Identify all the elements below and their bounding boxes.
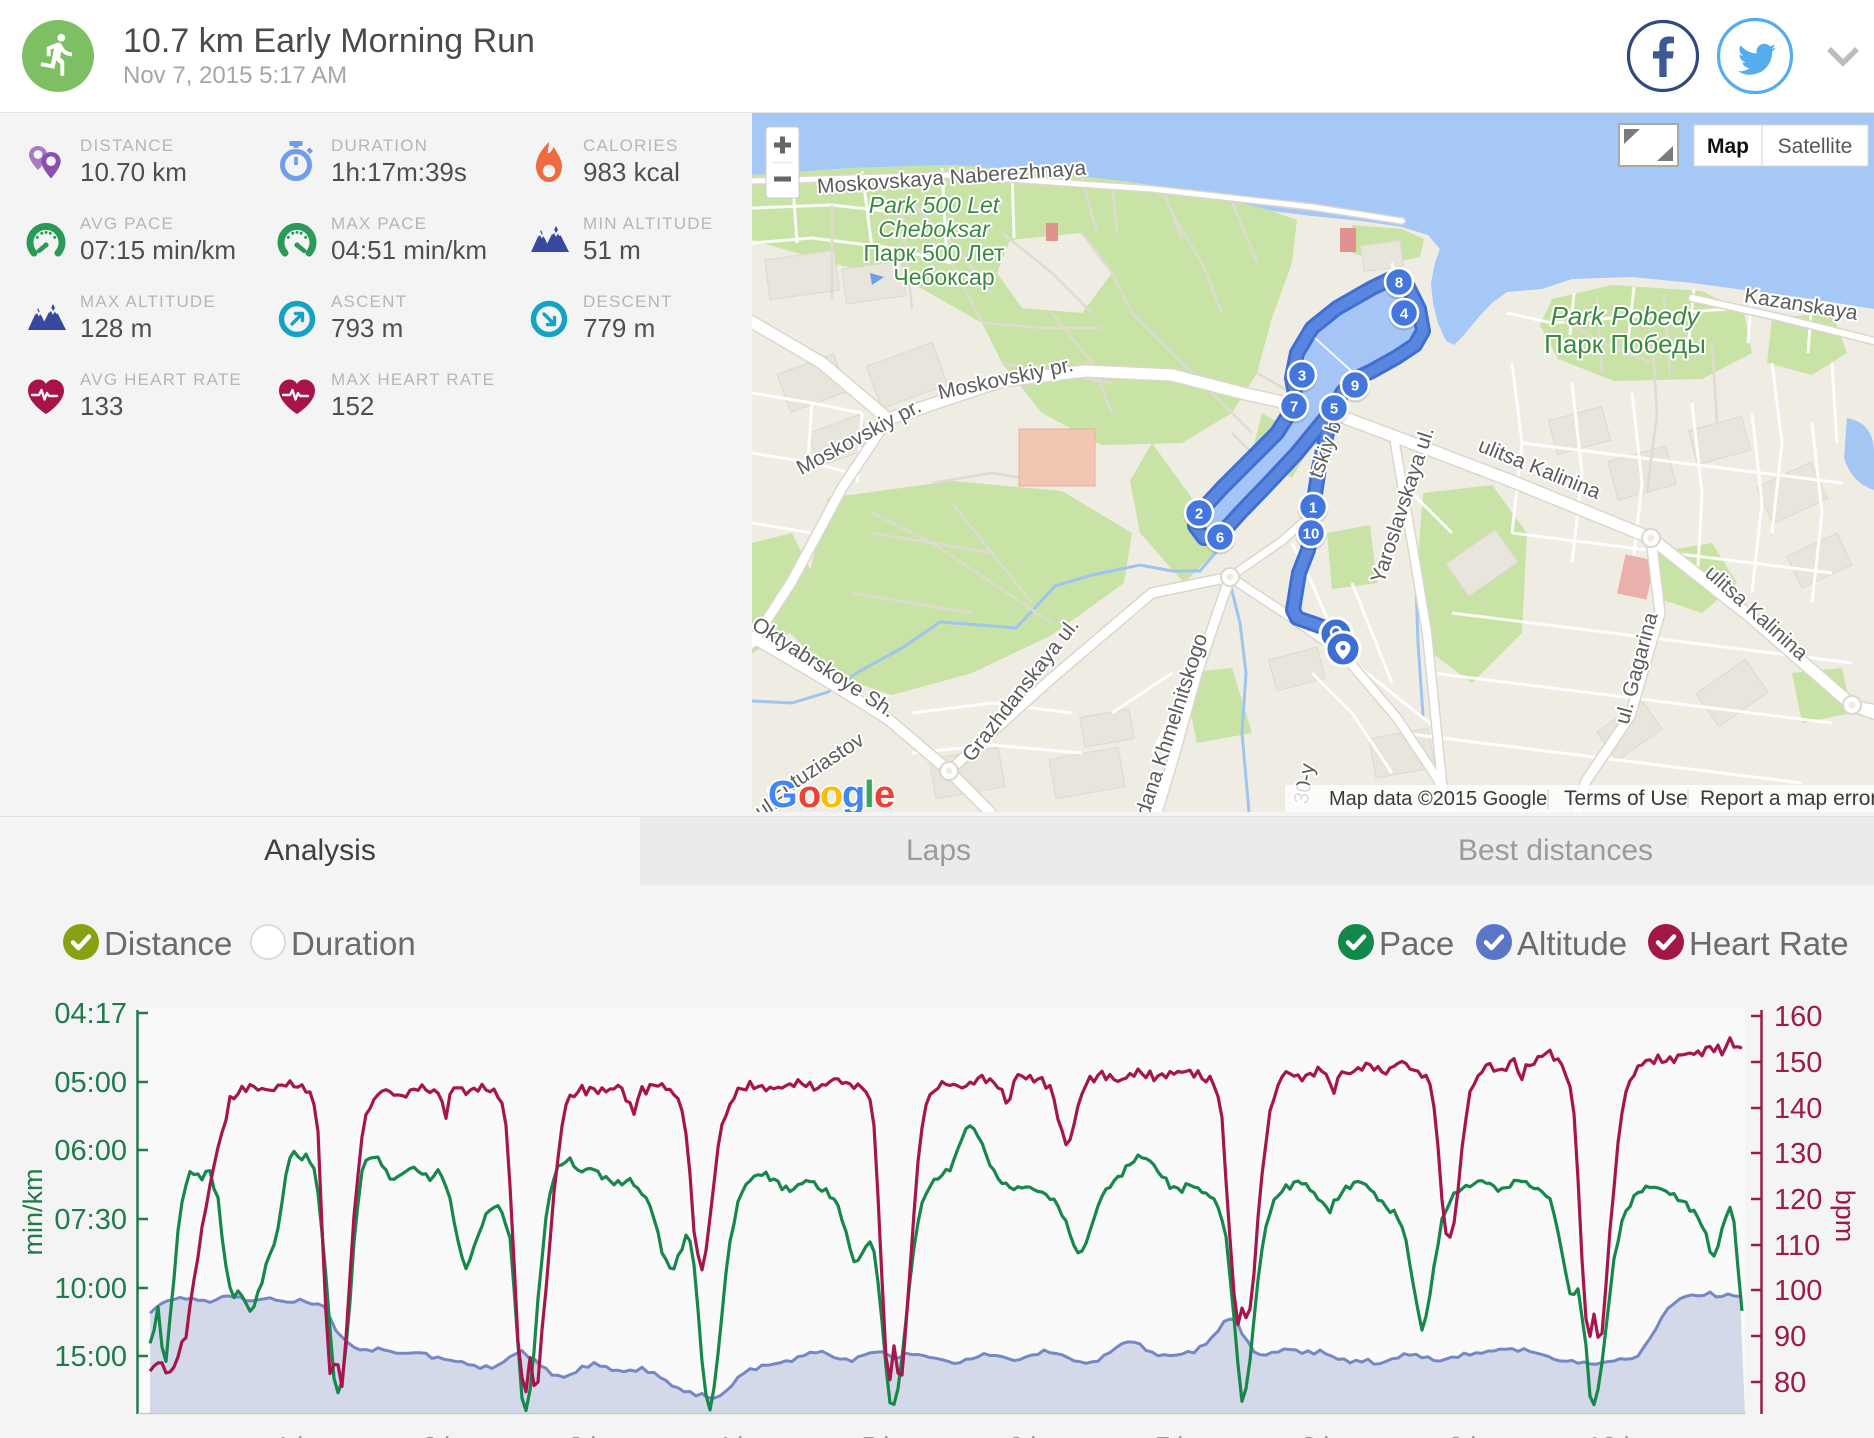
svg-text:1 k: 1 k: [276, 1431, 312, 1438]
svg-text:05:00: 05:00: [54, 1067, 127, 1099]
svg-text:5: 5: [1330, 401, 1338, 418]
svg-text:8: 8: [1395, 275, 1403, 292]
svg-text:6: 6: [1216, 530, 1224, 547]
svg-text:04:17: 04:17: [54, 998, 127, 1030]
svg-text:10:00: 10:00: [54, 1273, 127, 1305]
svg-text:9: 9: [1351, 378, 1359, 395]
svg-text:90: 90: [1774, 1321, 1806, 1353]
svg-text:120: 120: [1774, 1184, 1822, 1216]
svg-text:8 k: 8 k: [1302, 1431, 1338, 1438]
svg-text:2 k: 2 k: [423, 1431, 459, 1438]
svg-text:min/km: min/km: [18, 1169, 48, 1256]
svg-text:06:00: 06:00: [54, 1135, 127, 1167]
svg-text:10 k: 10 k: [1587, 1431, 1637, 1438]
svg-text:5 k: 5 k: [862, 1431, 898, 1438]
svg-text:6 k: 6 k: [1009, 1431, 1045, 1438]
svg-text:Park Pobedy: Park Pobedy: [1551, 301, 1702, 331]
svg-text:4: 4: [1400, 306, 1409, 323]
svg-text:Terms of Use: Terms of Use: [1564, 787, 1688, 810]
svg-text:Парк Победы: Парк Победы: [1544, 329, 1706, 359]
svg-text:140: 140: [1774, 1093, 1822, 1125]
svg-text:g: g: [842, 774, 865, 812]
svg-text:Satellite: Satellite: [1778, 135, 1853, 158]
svg-text:160: 160: [1774, 1001, 1822, 1033]
svg-text:80: 80: [1774, 1367, 1806, 1399]
svg-text:3: 3: [1298, 368, 1306, 385]
svg-text:Map data ©2015 Google: Map data ©2015 Google: [1329, 788, 1547, 810]
svg-text:7 k: 7 k: [1156, 1431, 1192, 1438]
svg-text:o: o: [798, 774, 821, 812]
svg-text:Map: Map: [1707, 135, 1749, 158]
svg-text:G: G: [768, 774, 798, 812]
svg-text:Парк 500 Лет: Парк 500 Лет: [864, 240, 1005, 266]
svg-text:e: e: [874, 774, 895, 812]
svg-text:2: 2: [1195, 506, 1203, 523]
svg-text:130: 130: [1774, 1138, 1822, 1170]
svg-text:9 k: 9 k: [1449, 1431, 1485, 1438]
svg-text:150: 150: [1774, 1047, 1822, 1079]
svg-text:Чебоксар: Чебоксар: [893, 264, 994, 290]
svg-text:Park 500 Let: Park 500 Let: [869, 192, 1001, 218]
svg-text:07:30: 07:30: [54, 1204, 127, 1236]
svg-text:l: l: [864, 774, 875, 812]
svg-text:Cheboksar: Cheboksar: [878, 216, 991, 242]
svg-text:bpm: bpm: [1830, 1190, 1860, 1243]
svg-text:3 k: 3 k: [569, 1431, 605, 1438]
svg-text:15:00: 15:00: [54, 1341, 127, 1373]
svg-text:110: 110: [1774, 1230, 1820, 1262]
svg-text:7: 7: [1290, 399, 1298, 416]
svg-text:1: 1: [1309, 500, 1317, 517]
svg-text:o: o: [820, 774, 843, 812]
svg-text:100: 100: [1774, 1275, 1822, 1307]
svg-text:10: 10: [1303, 526, 1320, 543]
svg-text:Report a map error: Report a map error: [1700, 787, 1874, 810]
svg-text:4 k: 4 k: [716, 1431, 752, 1438]
